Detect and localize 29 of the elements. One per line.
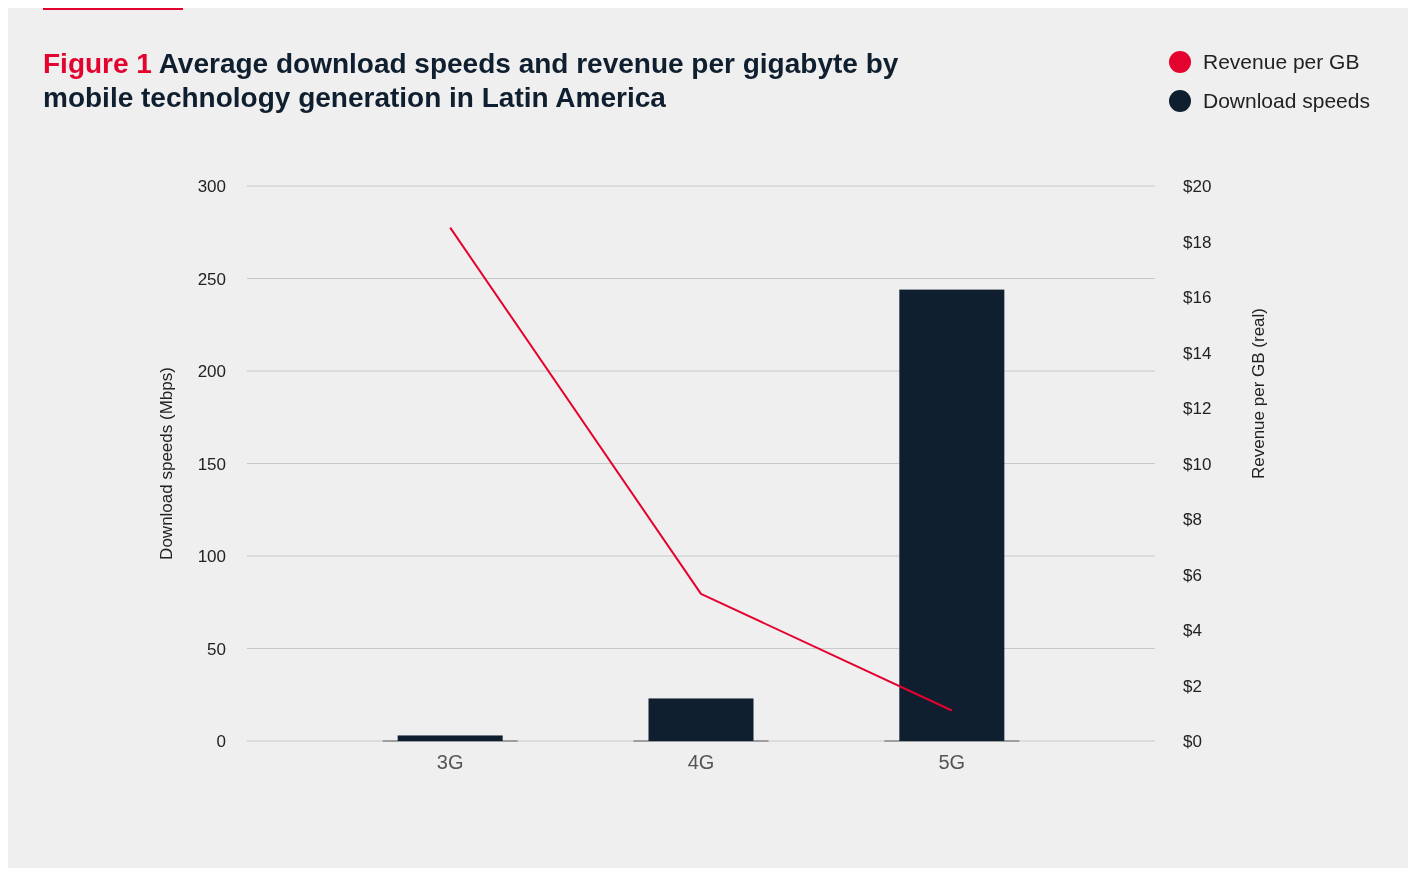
y-tick-label: 250 bbox=[197, 269, 226, 289]
y-tick-label: 100 bbox=[197, 547, 226, 566]
legend-label: Revenue per GB bbox=[1203, 50, 1360, 73]
bar bbox=[648, 698, 754, 741]
y2-axis-title: Revenue per GB (real) bbox=[1249, 307, 1268, 480]
y2-tick-label: $10 bbox=[1183, 454, 1212, 474]
x-tick-label: 4G bbox=[687, 751, 715, 773]
legend-label: Download speeds bbox=[1203, 89, 1370, 112]
y-axis-title: Download speeds (Mbps) bbox=[157, 367, 176, 560]
y2-tick-label: $6 bbox=[1183, 565, 1202, 585]
x-tick-label: 3G bbox=[436, 751, 464, 773]
bar bbox=[397, 735, 503, 741]
y2-tick-label: $4 bbox=[1183, 621, 1202, 640]
bar bbox=[899, 289, 1005, 741]
x-tick-label: 5G bbox=[938, 751, 966, 773]
y-tick-label: 0 bbox=[216, 732, 226, 751]
y-tick-label: 50 bbox=[207, 639, 226, 659]
y2-tick-label: $2 bbox=[1183, 676, 1202, 696]
chart-title: Figure 1 Average download speeds and revenue per gigabyte by mobile technology generation in Latin America bbox=[43, 48, 899, 113]
y2-tick-label: $0 bbox=[1183, 732, 1202, 751]
y2-tick-label: $12 bbox=[1183, 399, 1212, 418]
y2-tick-label: $8 bbox=[1183, 510, 1202, 529]
y-tick-label: 300 bbox=[197, 177, 226, 196]
y2-tick-label: $18 bbox=[1183, 232, 1212, 252]
y2-tick-label: $14 bbox=[1183, 343, 1212, 363]
y-tick-label: 150 bbox=[197, 454, 226, 474]
y2-tick-label: $16 bbox=[1183, 288, 1212, 307]
y2-tick-label: $20 bbox=[1183, 177, 1212, 196]
y-tick-label: 200 bbox=[197, 362, 226, 381]
